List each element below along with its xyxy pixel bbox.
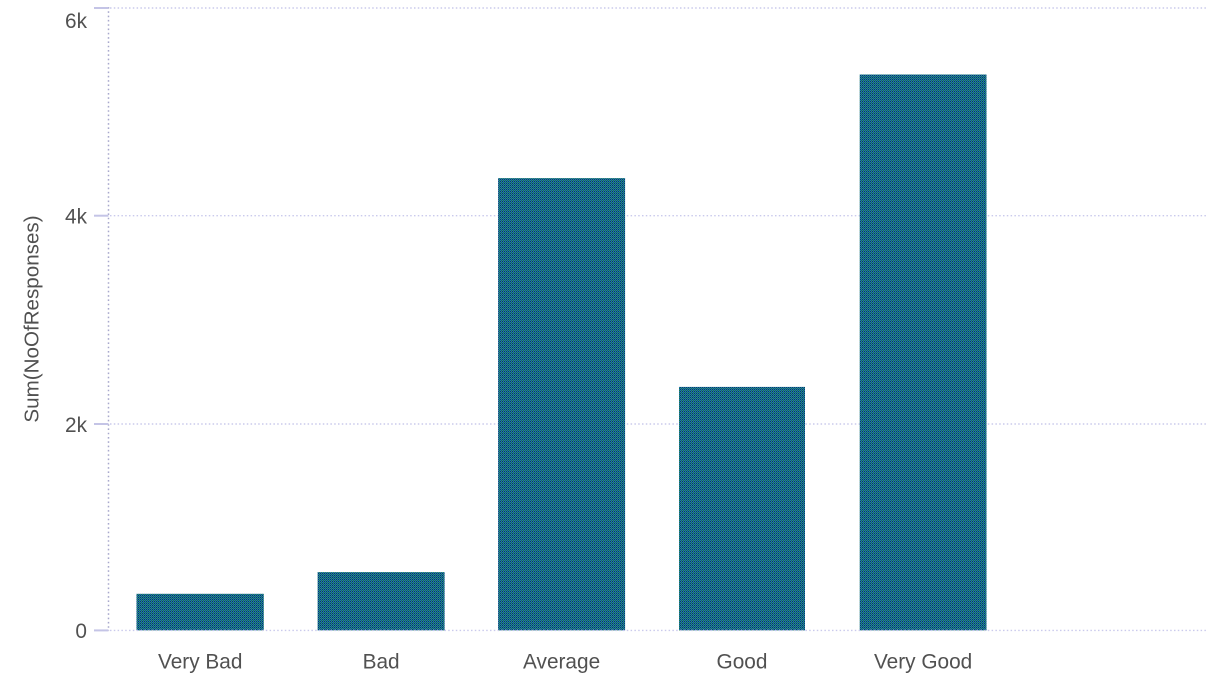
svg-text:Average: Average	[523, 651, 600, 674]
svg-text:2k: 2k	[65, 414, 88, 437]
svg-text:0: 0	[75, 620, 87, 643]
svg-text:Very Bad: Very Bad	[158, 651, 242, 674]
svg-text:Bad: Bad	[363, 651, 400, 674]
svg-text:Very Good: Very Good	[874, 651, 972, 674]
svg-text:6k: 6k	[65, 10, 88, 33]
svg-text:Good: Good	[717, 651, 768, 674]
svg-text:Sum(NoOfResponses): Sum(NoOfResponses)	[21, 215, 44, 422]
svg-text:4k: 4k	[65, 206, 88, 229]
